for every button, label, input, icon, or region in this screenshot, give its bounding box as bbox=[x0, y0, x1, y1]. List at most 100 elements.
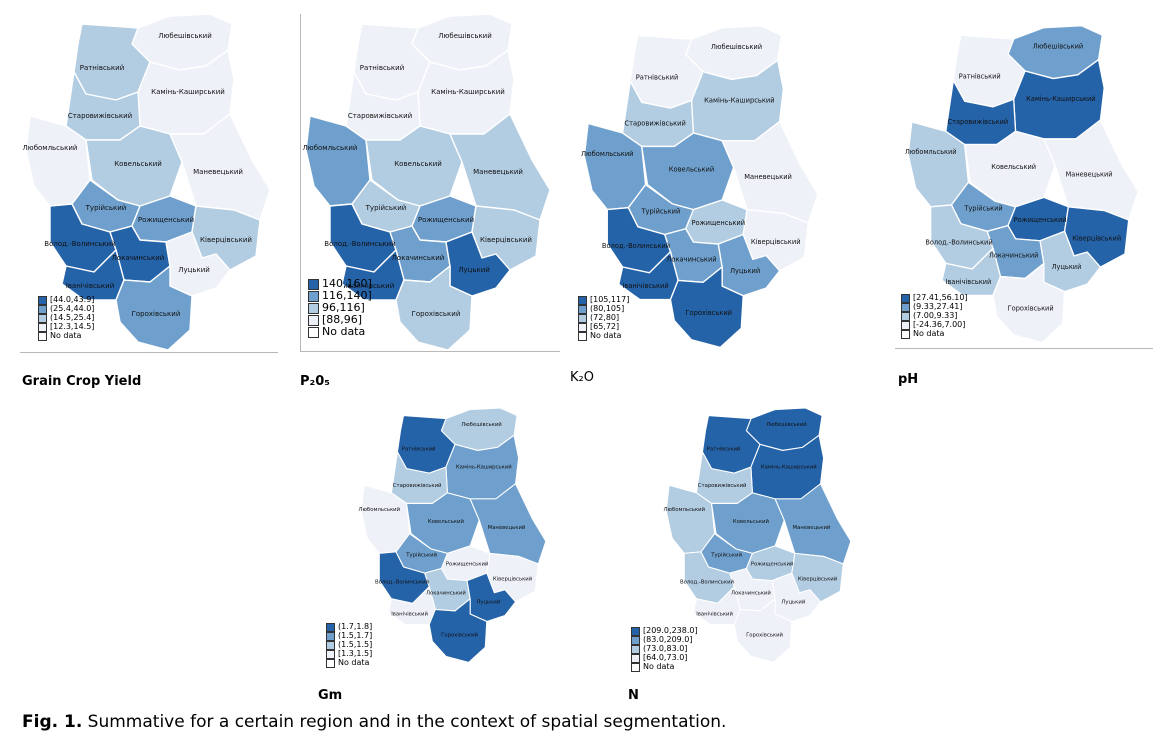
region-label-kiv-grain: Ківерцівський bbox=[200, 236, 252, 244]
region-label-man-k2o: Маневецький bbox=[744, 173, 792, 181]
region-label-rozh-p2o5: Рожищенський bbox=[418, 216, 474, 224]
legend-label: (83.0,209.0] bbox=[643, 635, 693, 645]
legend-row: No data bbox=[38, 332, 94, 341]
legend-swatch bbox=[308, 278, 319, 290]
region-label-lbm-ph: Любомльський bbox=[905, 148, 957, 156]
legend-row: [105,117] bbox=[578, 296, 629, 305]
legend-row: No data bbox=[631, 663, 698, 672]
legend-label: No data bbox=[338, 658, 370, 668]
legend-row: [64.0,73.0] bbox=[631, 654, 698, 663]
legend-grain: [44.0,43.9] (25.4,44.0] (14.5,25.4] [12.3,1… bbox=[38, 296, 94, 341]
region-label-lub-grain: Любешівський bbox=[158, 32, 212, 40]
title-p2o5: P₂0₅ bbox=[300, 374, 330, 389]
legend-label: (1.5,1.7] bbox=[338, 631, 373, 641]
legend-label: No data bbox=[643, 662, 675, 672]
legend-swatch bbox=[901, 312, 910, 321]
region-label-vv-p2o5: Волод.-Волинський bbox=[324, 240, 395, 248]
region-label-lok-k2o: Локачинський bbox=[666, 255, 716, 263]
legend-row: (80,105] bbox=[578, 305, 629, 314]
region-label-rozh-k2o: Рожищенський bbox=[691, 219, 745, 227]
caption-text: Summative for a certain region and in th… bbox=[82, 712, 727, 732]
map-panel-grain: Любешівський Ратнівський Камінь-Каширський… bbox=[20, 10, 280, 360]
map-gm: Любешівський Ратнівський Камінь-Каширський… bbox=[358, 407, 547, 663]
legend-ph: [27.41,56.10] (9.33,27.41] (7.00,9.33] [-24… bbox=[901, 294, 968, 339]
legend-swatch bbox=[578, 323, 587, 332]
frame-line-p2o5-left bbox=[300, 14, 301, 352]
region-label-man-grain: Маневецький bbox=[193, 168, 243, 176]
legend-p2o5: 140,160] 116,140] 96,116] [88,96] No data bbox=[308, 278, 372, 338]
legend-row: (14.5,25.4] bbox=[38, 314, 94, 323]
region-label-kiv-n: Ківерцівський bbox=[798, 576, 837, 583]
legend-swatch bbox=[308, 302, 319, 314]
region-label-kam-p2o5: Камінь-Каширський bbox=[431, 88, 505, 96]
region-label-rozh-grain: Рожищенський bbox=[138, 216, 194, 224]
region-label-kiv-p2o5: Ківерцівський bbox=[480, 236, 532, 244]
legend-swatch bbox=[38, 332, 47, 341]
legend-label: No data bbox=[590, 331, 622, 341]
legend-swatch bbox=[631, 645, 640, 654]
legend-label: 96,116] bbox=[322, 301, 365, 314]
region-label-luc-n: Луцький bbox=[781, 598, 805, 605]
legend-label: [1.3,1.5] bbox=[338, 649, 373, 659]
map-panel-p2o5: Любешівський Ратнівський Камінь-Каширський… bbox=[300, 10, 560, 360]
legend-n: [209.0,238.0] (83.0,209.0] (73.0,83.0] [64.… bbox=[631, 627, 698, 672]
region-label-gor-k2o: Горохівський bbox=[685, 309, 732, 317]
legend-swatch bbox=[326, 623, 335, 632]
region-gor-p2o5 bbox=[395, 265, 473, 351]
region-label-lok-p2o5: Локачинський bbox=[392, 254, 445, 262]
title-n: N bbox=[628, 688, 639, 703]
region-label-luc-ph: Луцький bbox=[1052, 263, 1082, 271]
legend-label: [209.0,238.0] bbox=[643, 626, 698, 636]
legend-label: [12.3,14.5] bbox=[50, 322, 95, 332]
legend-swatch bbox=[578, 305, 587, 314]
legend-row: (9.33,27.41] bbox=[901, 303, 968, 312]
legend-swatch bbox=[308, 290, 319, 302]
legend-row: No data bbox=[578, 332, 629, 341]
legend-row: [65,72] bbox=[578, 323, 629, 332]
region-label-tur-ph: Турійський bbox=[963, 205, 1002, 213]
region-label-man-ph: Маневецький bbox=[1066, 171, 1113, 179]
legend-label: (1.7,1.8] bbox=[338, 622, 373, 632]
legend-row: (1.7,1.8] bbox=[326, 623, 372, 632]
region-label-iva-gm: Іванічівський bbox=[391, 610, 428, 617]
region-label-rat-gm: Ратнівський bbox=[402, 445, 436, 452]
legend-swatch bbox=[38, 314, 47, 323]
legend-label: (73.0,83.0] bbox=[643, 644, 688, 654]
region-label-vv-n: Волод.-Волинський bbox=[680, 579, 734, 586]
region-label-sta-grain: Старовижівський bbox=[68, 112, 132, 120]
legend-swatch bbox=[38, 296, 47, 305]
legend-k2o: [105,117] (80,105] (72,80] [65,72] No data bbox=[578, 296, 629, 341]
region-label-vv-k2o: Волод.-Волинський bbox=[602, 242, 670, 250]
region-label-gor-grain: Горохівський bbox=[132, 310, 181, 318]
legend-row: (83.0,209.0] bbox=[631, 636, 698, 645]
region-man-ph bbox=[1043, 119, 1139, 221]
region-label-vv-ph: Волод.-Волинський bbox=[925, 239, 992, 247]
region-label-kov-gm: Ковельський bbox=[428, 518, 464, 525]
map-p2o5: Любешівський Ратнівський Камінь-Каширський… bbox=[303, 13, 551, 351]
figure-caption: Fig. 1. Summative for a certain region a… bbox=[22, 712, 726, 732]
legend-swatch bbox=[578, 296, 587, 305]
legend-row: (1.5,1.7] bbox=[326, 632, 372, 641]
region-label-rat-grain: Ратнівський bbox=[80, 64, 125, 72]
legend-row: No data bbox=[326, 659, 372, 668]
region-label-kov-grain: Ковельський bbox=[114, 160, 162, 168]
legend-swatch bbox=[326, 650, 335, 659]
region-label-luc-grain: Луцький bbox=[178, 266, 210, 274]
region-label-lok-gm: Локачинський bbox=[426, 589, 466, 596]
legend-swatch bbox=[631, 663, 640, 672]
legend-swatch bbox=[38, 323, 47, 332]
region-label-man-p2o5: Маневецький bbox=[473, 168, 523, 176]
region-label-lbm-k2o: Любомльський bbox=[581, 150, 634, 158]
region-label-sta-gm: Старовижівський bbox=[393, 482, 442, 489]
legend-row: [88,96] bbox=[308, 314, 372, 326]
region-gor-n bbox=[733, 598, 793, 663]
region-label-lbm-grain: Любомльський bbox=[23, 144, 78, 152]
legend-label: (80,105] bbox=[590, 304, 625, 314]
region-label-lok-ph: Локачинський bbox=[989, 252, 1039, 260]
region-label-rat-k2o: Ратнівський bbox=[636, 73, 679, 81]
legend-row: [12.3,14.5] bbox=[38, 323, 94, 332]
region-label-tur-k2o: Турійський bbox=[640, 207, 680, 215]
region-label-kam-k2o: Камінь-Каширський bbox=[704, 96, 774, 104]
legend-label: [88,96] bbox=[322, 313, 363, 326]
region-label-lub-k2o: Любешівський bbox=[711, 43, 762, 51]
